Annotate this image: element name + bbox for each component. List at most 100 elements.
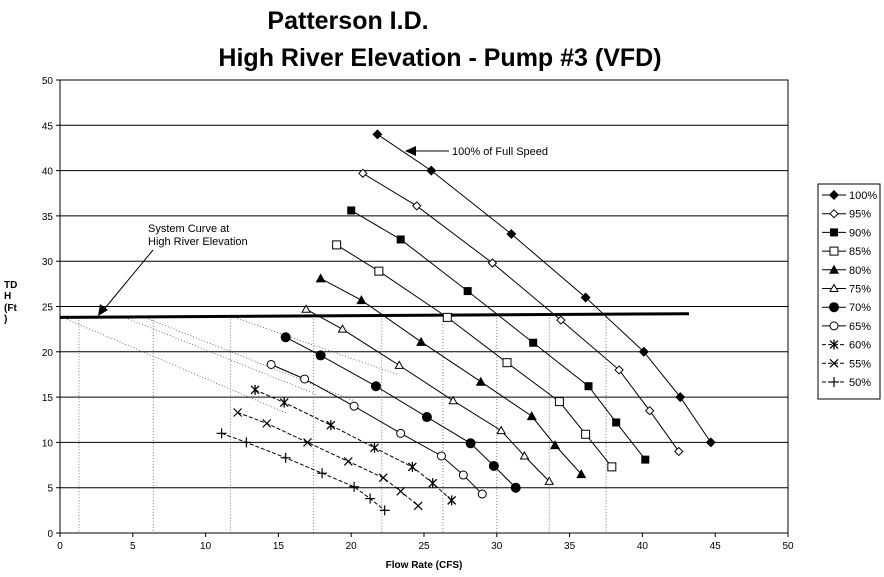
system-curve-line xyxy=(59,312,690,319)
x-tick-label: 25 xyxy=(418,541,430,552)
data-point xyxy=(332,240,342,250)
data-point xyxy=(358,168,368,179)
series-group xyxy=(216,129,716,516)
data-point xyxy=(421,412,432,423)
data-point xyxy=(396,235,405,244)
series-line xyxy=(237,412,419,507)
x-tick-label: 30 xyxy=(491,541,503,552)
marker-stroke xyxy=(233,408,243,417)
marker-stroke xyxy=(303,437,312,447)
series-line xyxy=(305,308,550,482)
data-point xyxy=(529,338,538,347)
x-axis-ticks: 0 5 10 15 20 25 30 35 40 45 50 xyxy=(57,533,794,552)
data-point xyxy=(584,382,593,391)
marker-stroke xyxy=(378,473,388,483)
series-line xyxy=(336,244,613,468)
legend-label: 100% xyxy=(849,190,877,202)
system-curve-annotation-arrowhead xyxy=(98,304,108,316)
data-point xyxy=(496,425,507,435)
marker-stroke xyxy=(343,457,353,466)
legend-item: 95% xyxy=(822,209,871,221)
y-tick-label: 45 xyxy=(42,121,54,132)
data-point xyxy=(370,381,381,392)
legend-label: 75% xyxy=(849,284,871,296)
series-50-pct xyxy=(216,428,390,516)
data-point xyxy=(519,450,530,460)
y-tick-label: 5 xyxy=(47,484,53,495)
data-point xyxy=(412,201,422,211)
data-point xyxy=(612,418,621,427)
data-point xyxy=(428,478,438,489)
legend-label: 85% xyxy=(849,246,871,258)
marker-stroke xyxy=(262,418,272,428)
data-point xyxy=(488,460,499,471)
data-point xyxy=(262,418,272,428)
system-curve-annotation-line2: High River Elevation xyxy=(148,236,248,248)
data-point xyxy=(442,312,452,322)
marker-stroke xyxy=(829,358,839,368)
legend-marker xyxy=(829,377,839,387)
x-tick-label: 50 xyxy=(782,541,794,552)
chart-title-line2: High River Elevation - Pump #3 (VFD) xyxy=(218,44,661,72)
data-point xyxy=(356,295,367,305)
series-95-pct xyxy=(358,168,684,457)
legend-marker xyxy=(829,339,839,350)
data-point xyxy=(477,489,487,499)
legend-marker xyxy=(829,321,839,331)
data-point xyxy=(448,395,458,405)
y-tick-label: 15 xyxy=(42,393,54,404)
data-point xyxy=(280,332,291,343)
legend: 100% 95% 90% 85% 80% 75% 70% 65% 60% 55% 50% xyxy=(822,190,877,389)
data-point xyxy=(370,442,379,453)
x-tick-label: 10 xyxy=(200,541,212,552)
data-point xyxy=(550,440,561,450)
legend-marker xyxy=(829,246,839,256)
full-speed-annotation-arrowhead xyxy=(405,146,416,156)
legend-item: 50% xyxy=(822,377,871,389)
data-point xyxy=(315,350,326,361)
legend-marker xyxy=(829,358,839,368)
data-point xyxy=(641,455,650,464)
legend-item: 70% xyxy=(822,302,871,314)
dotted-system-lines xyxy=(64,315,398,414)
legend-label: 70% xyxy=(849,302,871,314)
data-point xyxy=(216,428,227,439)
y-tick-label: 10 xyxy=(42,438,54,449)
dotted-system-line xyxy=(64,317,288,414)
data-point xyxy=(365,493,376,504)
data-point xyxy=(396,486,406,496)
data-point xyxy=(407,461,417,472)
data-point xyxy=(458,470,468,480)
y-tick-label: 0 xyxy=(47,529,53,540)
series-85-pct xyxy=(332,240,617,472)
x-tick-label: 20 xyxy=(346,541,358,552)
y-axis-ticks: 0 5 10 15 20 25 30 35 40 45 50 xyxy=(42,76,60,540)
legend-label: 65% xyxy=(849,321,871,333)
data-point xyxy=(436,451,446,461)
legend-item: 55% xyxy=(822,358,871,370)
data-point xyxy=(487,258,498,268)
legend-item: 60% xyxy=(822,339,871,352)
marker-stroke xyxy=(396,486,406,496)
series-80-pct xyxy=(315,273,587,479)
legend-item: 90% xyxy=(822,227,871,239)
data-point xyxy=(280,452,291,463)
legend-item: 80% xyxy=(822,264,871,277)
data-point xyxy=(526,411,537,421)
legend-label: 95% xyxy=(849,209,871,221)
x-tick-label: 15 xyxy=(273,541,285,552)
dotted-system-line xyxy=(122,316,317,395)
data-point xyxy=(303,437,312,447)
data-point xyxy=(301,304,311,313)
data-point xyxy=(463,287,472,296)
data-point xyxy=(447,495,457,506)
legend-item: 85% xyxy=(822,246,871,258)
vertical-dotted-lines xyxy=(78,314,607,533)
y-axis-title-line4: ) xyxy=(4,314,7,325)
legend-marker xyxy=(830,228,838,237)
legend-item: 65% xyxy=(822,321,871,333)
data-point xyxy=(337,324,348,333)
data-point xyxy=(644,405,655,416)
